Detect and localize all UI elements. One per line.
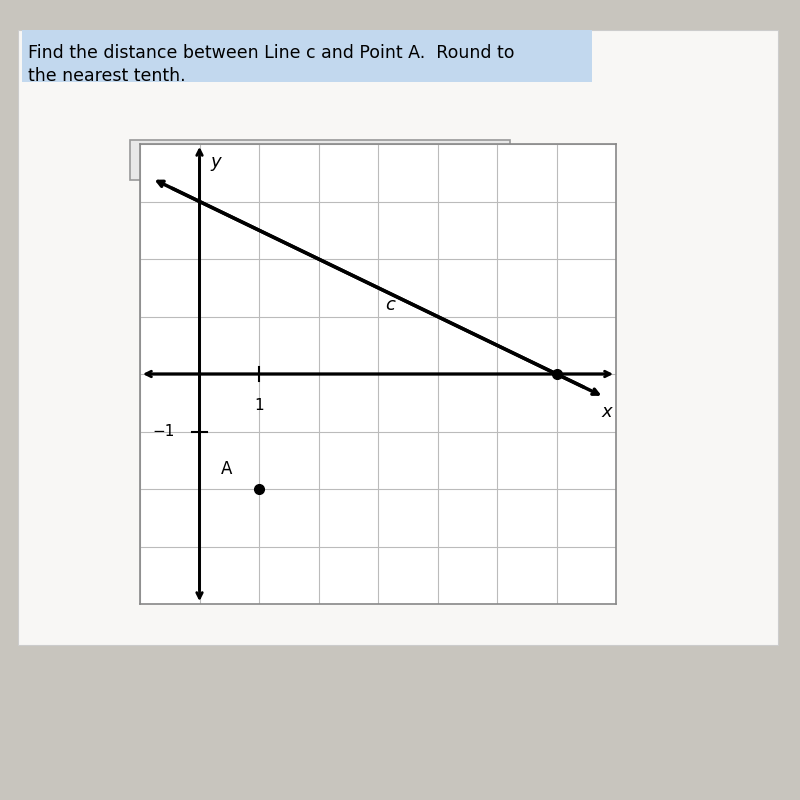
Text: Find the distance between Line c and Point A.  Round to: Find the distance between Line c and Poi… xyxy=(28,44,514,62)
Bar xyxy=(130,140,510,180)
Text: y: y xyxy=(210,153,221,170)
Text: A: A xyxy=(221,460,232,478)
Text: the nearest tenth.: the nearest tenth. xyxy=(28,67,186,85)
Text: 1: 1 xyxy=(254,398,264,413)
Text: x: x xyxy=(602,402,612,421)
Text: c: c xyxy=(385,296,395,314)
Bar xyxy=(22,30,592,82)
Text: −1: −1 xyxy=(152,424,174,439)
Bar xyxy=(18,30,778,645)
